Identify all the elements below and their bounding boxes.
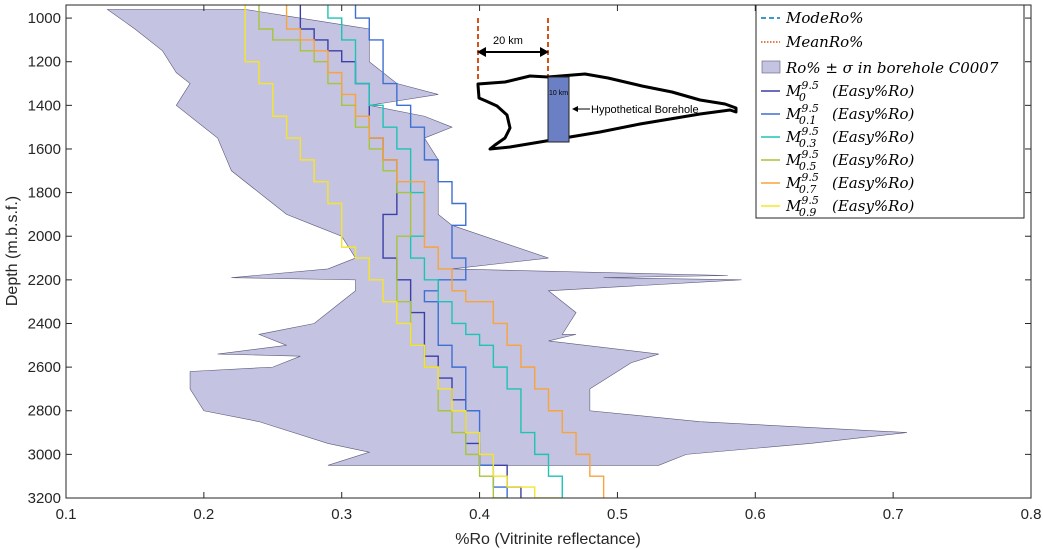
- legend-entry: M9.5 0.5 (Easy%Ro): [761, 148, 914, 173]
- y-axis-ticks: 1000 1200 1400 1600 1800 2000 2200 2400 2600 2800…: [28, 10, 1031, 507]
- legend-label: M9.5 0.3 (Easy%Ro): [785, 125, 914, 150]
- x-tick-label: 0.3: [331, 506, 352, 523]
- series-line-m0-7: [285, 5, 605, 498]
- inset-crust-outline: [476, 72, 738, 151]
- series-line-m0-5: [258, 5, 508, 498]
- legend-entry: M9.5 0.3 (Easy%Ro): [761, 125, 914, 150]
- legend-entry: MeanRo%: [761, 33, 863, 51]
- legend-label: Ro% ± σ in borehole C0007: [785, 59, 999, 77]
- inset-pointer-head: [572, 106, 578, 112]
- y-tick-label: 2000: [28, 228, 61, 245]
- y-tick-label: 3200: [28, 490, 61, 507]
- sigma-band: [106, 9, 907, 466]
- y-axis-label: Depth (m.b.s.f.): [4, 196, 21, 306]
- y-tick-label: 1000: [28, 10, 61, 27]
- sigma-band-layer: [106, 9, 907, 466]
- legend-label: ModeRo%: [785, 9, 863, 27]
- legend-entry: M9.5 0.1 (Easy%Ro): [761, 102, 914, 127]
- y-tick-label: 2800: [28, 403, 61, 420]
- y-tick-label: 2600: [28, 359, 61, 376]
- legend-label: M9.5 0.5 (Easy%Ro): [785, 148, 914, 173]
- x-tick-label: 0.1: [56, 506, 77, 523]
- y-tick-label: 1400: [28, 97, 61, 114]
- plot-area: 0.1 0.2 0.3 0.4 0.5 0.6 0.7 0.8 1000 1200 1400 160…: [28, 4, 1042, 523]
- inset-distance-label: 20 km: [493, 35, 523, 47]
- legend: ModeRo% MeanRo% Ro% ± σ in borehole C0007 M…: [755, 4, 1025, 219]
- inset-borehole: [547, 76, 570, 143]
- y-tick-label: 2200: [28, 272, 61, 289]
- y-tick-label: 1600: [28, 141, 61, 158]
- inset-diagram: 20 km 10 km Hypothetical Borehole: [476, 18, 738, 151]
- inset-arrowhead-left: [477, 47, 486, 57]
- x-axis-label: %Ro (Vitrinite reflectance): [455, 531, 641, 548]
- y-tick-label: 3000: [28, 446, 61, 463]
- x-tick-label: 0.2: [193, 506, 214, 523]
- legend-entry: M9.5 0.7 (Easy%Ro): [761, 171, 914, 196]
- legend-label: M9.5 0.1 (Easy%Ro): [785, 102, 914, 127]
- x-axis-ticks: 0.1 0.2 0.3 0.4 0.5 0.6 0.7 0.8: [56, 5, 1042, 523]
- legend-box: [755, 4, 1025, 219]
- y-tick-label: 2400: [28, 315, 61, 332]
- x-tick-label: 0.7: [883, 506, 904, 523]
- y-tick-label: 1800: [28, 185, 61, 202]
- legend-swatch: [761, 60, 781, 74]
- x-tick-label: 0.8: [1021, 506, 1042, 523]
- legend-entry: ModeRo%: [761, 9, 863, 27]
- series-line-m0-9: [244, 5, 563, 498]
- axes-box: [65, 4, 1032, 499]
- inset-arrowhead-right: [540, 47, 549, 57]
- legend-label: MeanRo%: [785, 33, 863, 51]
- inset-depth-label: 10 km: [549, 90, 568, 97]
- legend-label: M9.5 0.9 (Easy%Ro): [785, 194, 914, 219]
- x-tick-label: 0.5: [607, 506, 628, 523]
- inset-borehole-label: Hypothetical Borehole: [591, 104, 699, 116]
- y-tick-label: 1200: [28, 54, 61, 71]
- x-tick-label: 0.4: [469, 506, 490, 523]
- legend-label: M9.5 0.7 (Easy%Ro): [785, 171, 914, 196]
- series-line-m0-3: [327, 5, 563, 498]
- legend-entry: Ro% ± σ in borehole C0007: [761, 59, 999, 77]
- series-layer: [244, 5, 605, 498]
- x-tick-label: 0.6: [745, 506, 766, 523]
- legend-entry: M9.5 0.9 (Easy%Ro): [761, 194, 914, 219]
